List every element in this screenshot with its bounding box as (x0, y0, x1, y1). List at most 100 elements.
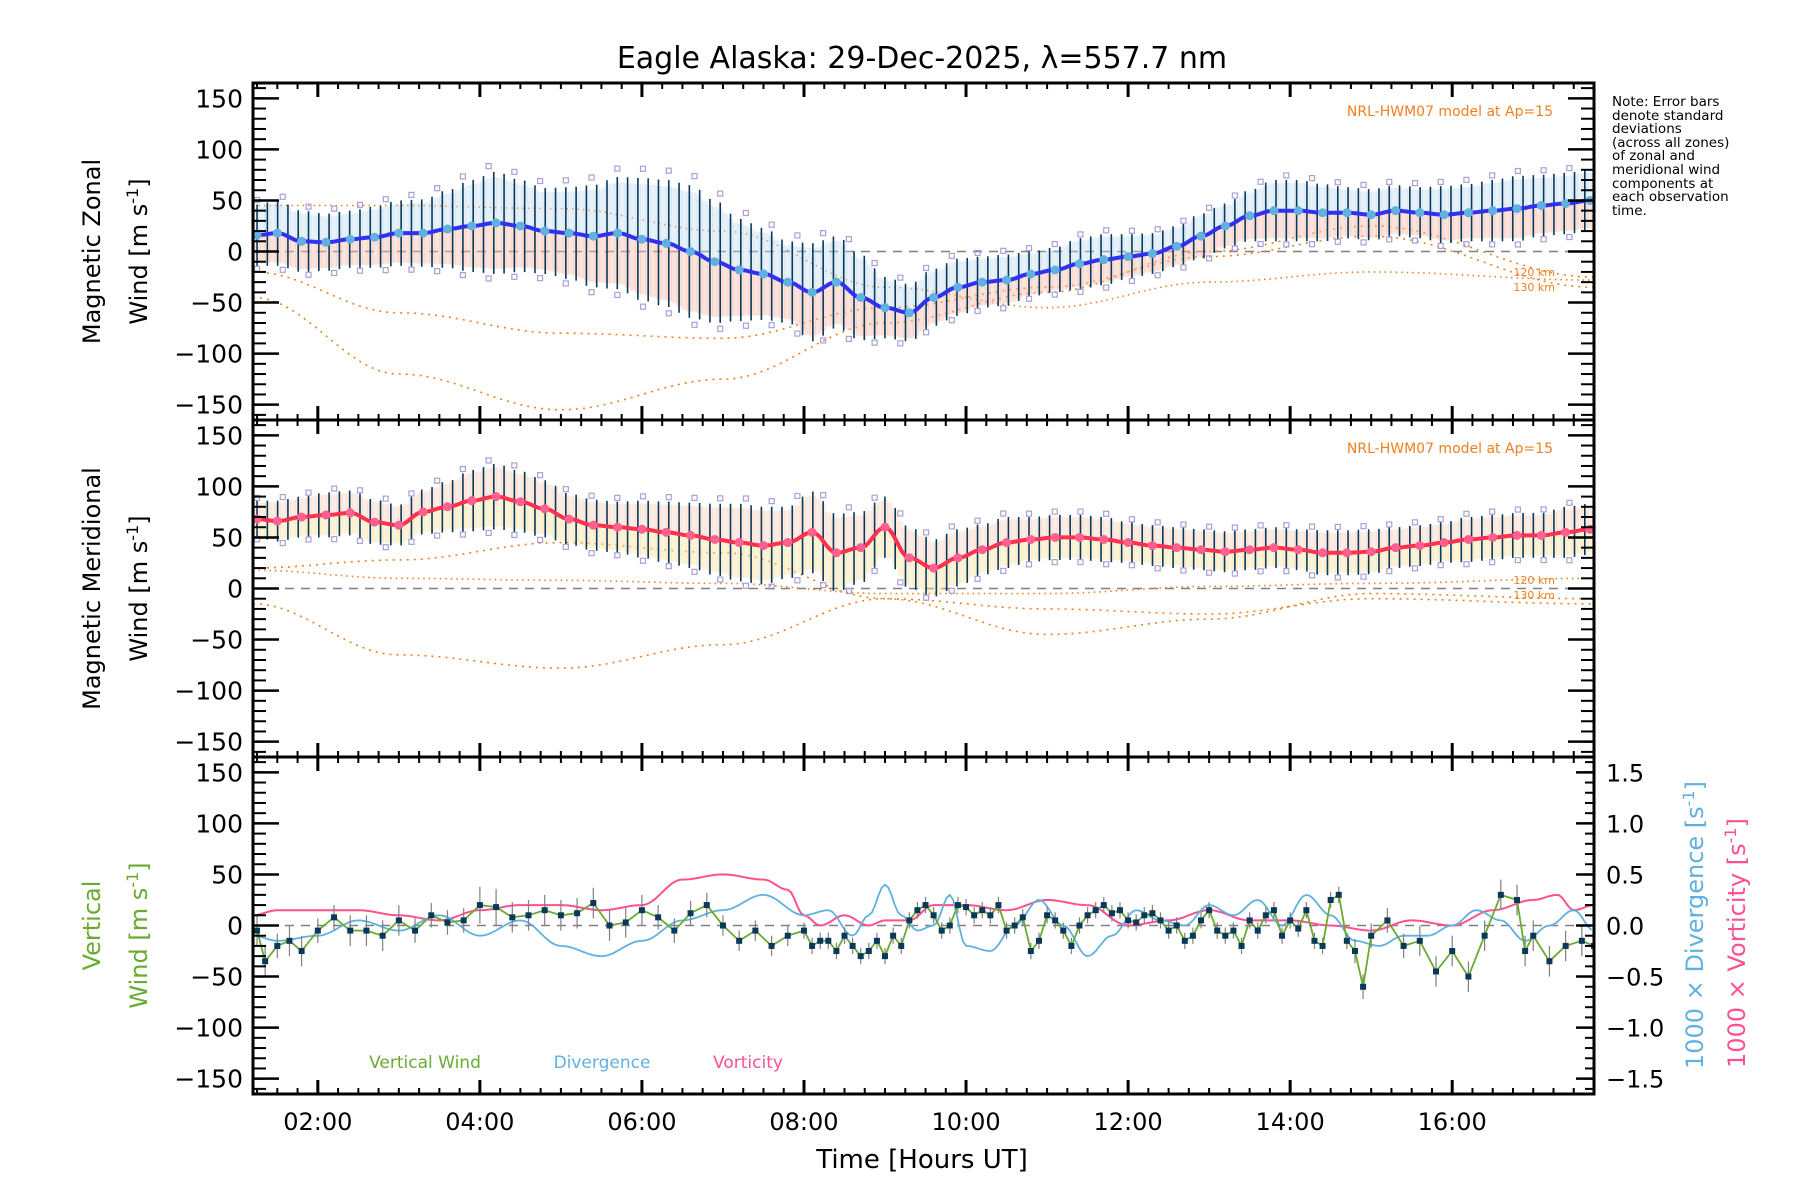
zone-spread (1144, 545, 1151, 564)
zone-spread (1031, 273, 1038, 295)
zone-outlier (1051, 559, 1058, 566)
zone-spread (742, 225, 749, 271)
zone-spread (1288, 530, 1295, 550)
y-axis-tick-label: 50 (211, 860, 243, 889)
zone-spread (1092, 260, 1099, 284)
zone-spread (526, 504, 533, 532)
vertical-wind-point (460, 917, 467, 924)
zone-spread (1031, 539, 1038, 560)
zone-spread (907, 557, 914, 586)
zone-spread (1288, 210, 1295, 239)
zone-outlier (1334, 179, 1341, 186)
mean-wind-point (1245, 545, 1255, 555)
zone-spread (557, 492, 564, 517)
vertical-wind-point (1311, 937, 1318, 944)
zone-outlier (1206, 523, 1213, 530)
zone-spread (1401, 211, 1408, 235)
zone-outlier (485, 457, 492, 464)
zone-spread (897, 311, 904, 338)
mean-wind-point (807, 287, 817, 297)
mean-wind-point (1293, 206, 1303, 216)
zone-spread (825, 512, 832, 548)
zone-spread (1000, 280, 1007, 304)
zone-outlier (536, 536, 544, 543)
vertical-wind-point (768, 942, 775, 949)
mean-wind-point (1293, 545, 1303, 555)
mean-wind-point (442, 224, 452, 234)
zone-outlier (485, 529, 492, 537)
zone-outlier (1000, 305, 1007, 312)
x-axis-tick-label: 10:00 (931, 1108, 1000, 1136)
zone-spread (269, 204, 276, 234)
vertical-wind-point (574, 910, 581, 917)
zone-spread (1020, 275, 1027, 296)
vertical-wind-point (1246, 917, 1253, 924)
zone-spread (290, 210, 297, 240)
zone-spread (475, 472, 482, 500)
zone-outlier (1489, 508, 1496, 515)
zone-outlier (1386, 521, 1393, 528)
zone-outlier (1437, 178, 1444, 186)
zone-spread (1195, 549, 1202, 569)
zone-spread (1339, 552, 1346, 573)
y-axis-label-line1: Magnetic Zonal (78, 159, 106, 344)
zone-spread (640, 529, 647, 556)
vertical-wind-point (1189, 932, 1196, 939)
vertical-wind-point (541, 907, 548, 914)
vertical-wind-point (286, 937, 293, 944)
zone-spread (1206, 531, 1213, 551)
zone-spread (485, 497, 492, 527)
zone-spread (825, 284, 832, 327)
zone-outlier (1128, 277, 1136, 285)
zone-spread (712, 507, 719, 540)
zone-spread (856, 258, 863, 298)
zone-spread (969, 259, 976, 284)
zone-outlier (1154, 226, 1161, 233)
zone-outlier (356, 487, 364, 494)
vertical-wind-point (493, 904, 500, 911)
zone-spread (1504, 515, 1511, 537)
zone-spread (938, 269, 945, 296)
zone-spread (1267, 529, 1274, 548)
zone-outlier (331, 485, 338, 492)
y-axis-tick-label: −150 (174, 728, 243, 757)
mean-wind-point (637, 524, 647, 534)
zone-outlier (665, 563, 672, 570)
zone-spread (1329, 552, 1336, 573)
x-axis-tick-label: 14:00 (1256, 1108, 1325, 1136)
zone-outlier (1231, 524, 1238, 531)
vertical-wind-point (1076, 922, 1083, 929)
x-axis-tick-label: 04:00 (445, 1108, 514, 1136)
zone-outlier (1000, 510, 1007, 517)
zone-spread (1154, 234, 1161, 253)
zone-spread (773, 239, 780, 279)
mean-wind-point (394, 520, 404, 530)
vertical-wind-point (622, 919, 629, 926)
zone-spread (1381, 189, 1388, 213)
model-curve (253, 235, 1594, 340)
zone-outlier (897, 510, 904, 517)
zone-spread (557, 516, 564, 541)
vorticity-axis-label: 1000 × Vorticity [s-1] (1721, 818, 1751, 1068)
zone-spread (1206, 233, 1213, 254)
zone-spread (444, 194, 451, 230)
zone-spread (1566, 175, 1573, 204)
zone-outlier (1025, 561, 1033, 568)
zone-spread (372, 209, 379, 238)
zone-outlier (820, 337, 827, 344)
zone-spread (1288, 549, 1295, 568)
zone-outlier (305, 271, 312, 278)
zone-outlier (1231, 245, 1238, 252)
zone-spread (526, 477, 533, 505)
zone-spread (660, 186, 667, 244)
zone-spread (1453, 541, 1460, 561)
y-axis-tick-label: 0 (227, 912, 243, 941)
zone-outlier (922, 594, 930, 601)
zone-outlier (1334, 238, 1341, 245)
zone-outlier (691, 321, 698, 328)
zone-outlier (1206, 255, 1213, 262)
zone-spread (619, 504, 626, 528)
zone-spread (279, 234, 286, 264)
mean-wind-point (1512, 204, 1522, 214)
zone-spread (1463, 186, 1470, 213)
